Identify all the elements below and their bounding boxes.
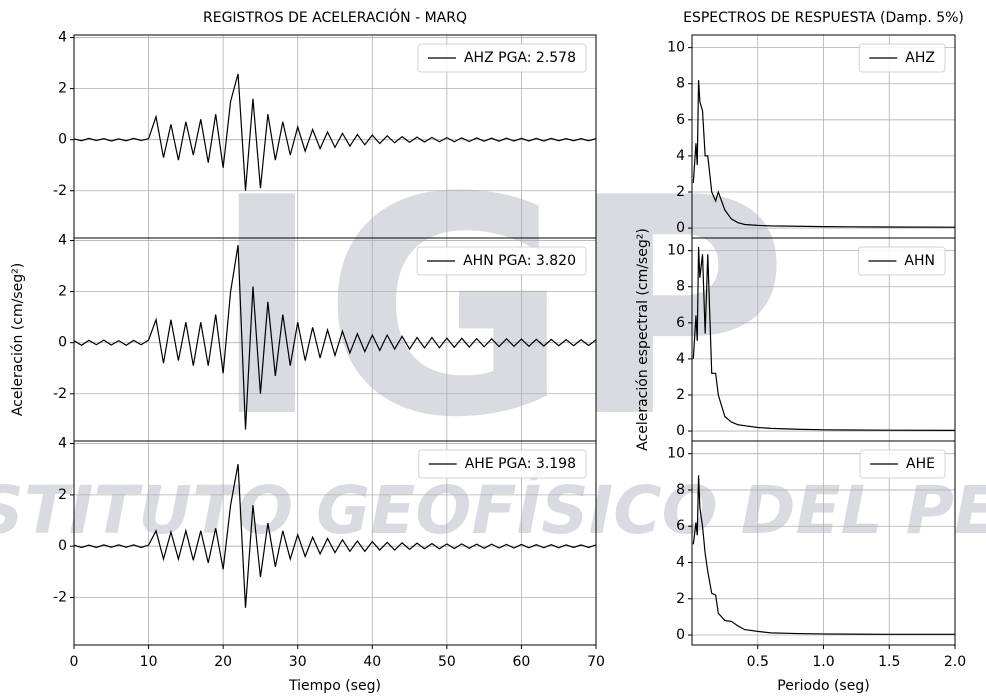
y-tick-label: 4 [676,148,685,164]
y-tick-label: 6 [676,112,685,128]
y-tick-label: 2 [58,81,67,97]
y-tick-label: 2 [58,487,67,503]
y-tick-label: 4 [58,30,67,46]
x-tick-label: 40 [363,654,381,670]
x-tick-label: 1.0 [812,654,834,670]
legend-label: AHZ PGA: 2.578 [464,50,576,66]
y-axis-label: Aceleración (cm/seg²) [10,263,26,416]
x-tick-label: 0 [70,654,79,670]
chart-title: ESPECTROS DE RESPUESTA (Damp. 5%) [683,10,964,26]
x-tick-label: 1.5 [878,654,900,670]
series-line [74,464,596,608]
x-tick-label: 10 [140,654,158,670]
series-line [692,475,955,635]
y-tick-label: 0 [58,335,67,351]
series-line [692,80,955,228]
plot-frame [73,440,597,646]
x-tick-label: 2.0 [944,654,966,670]
y-tick-label: 2 [676,591,685,607]
legend-label: AHZ [905,50,935,66]
y-tick-label: 6 [676,315,685,331]
legend-box [859,449,946,479]
y-tick-label: 2 [676,184,685,200]
series-line [74,245,596,430]
y-tick-label: 0 [676,627,685,643]
x-tick-label: 50 [438,654,456,670]
y-tick-label: 2 [676,387,685,403]
y-tick-label: 8 [676,76,685,92]
series-line [74,73,596,191]
plot-frame [691,440,956,646]
y-tick-label: 8 [676,482,685,498]
x-tick-label: 60 [513,654,531,670]
y-tick-label: 10 [667,446,685,462]
y-tick-label: 6 [676,518,685,534]
legend-box [416,246,587,276]
x-tick-label: 70 [587,654,605,670]
y-tick-label: 0 [676,220,685,236]
watermark-text: INSTITUTO GEOFÍSICO DEL PERÚ [0,471,986,549]
legend-box [418,449,587,479]
y-tick-label: 4 [676,554,685,570]
y-tick-label: 0 [58,132,67,148]
y-tick-label: 8 [676,279,685,295]
y-tick-label: 0 [676,423,685,439]
y-tick-label: 4 [676,351,685,367]
chart-title: REGISTROS DE ACELERACIÓN - MARQ [203,8,467,26]
legend-box [857,246,946,276]
legend-label: AHE [906,456,935,472]
y-tick-label: 2 [58,284,67,300]
legend-label: AHN PGA: 3.820 [463,253,576,269]
x-axis-label: Periodo (seg) [777,678,869,694]
x-axis-label: Tiempo (seg) [288,678,381,694]
y-tick-label: 4 [58,436,67,452]
watermark: IGP INSTITUTO GEOFÍSICO DEL PERÚ [0,134,986,549]
y-tick-label: -2 [53,183,67,199]
x-tick-label: 20 [214,654,232,670]
legend-label: AHE PGA: 3.198 [465,456,576,472]
y-tick-label: 10 [667,243,685,259]
legend-label: AHN [904,253,935,269]
x-tick-label: 0.5 [747,654,769,670]
legend-box [858,43,946,73]
y-tick-label: -2 [53,590,67,606]
y-axis-label: Aceleración espectral (cm/seg²) [635,228,651,451]
series-line [692,246,955,431]
y-tick-label: 0 [58,538,67,554]
y-tick-label: 10 [667,40,685,56]
y-tick-label: -2 [53,386,67,402]
y-tick-label: 4 [58,233,67,249]
legend-box [417,43,587,73]
x-tick-label: 30 [289,654,307,670]
